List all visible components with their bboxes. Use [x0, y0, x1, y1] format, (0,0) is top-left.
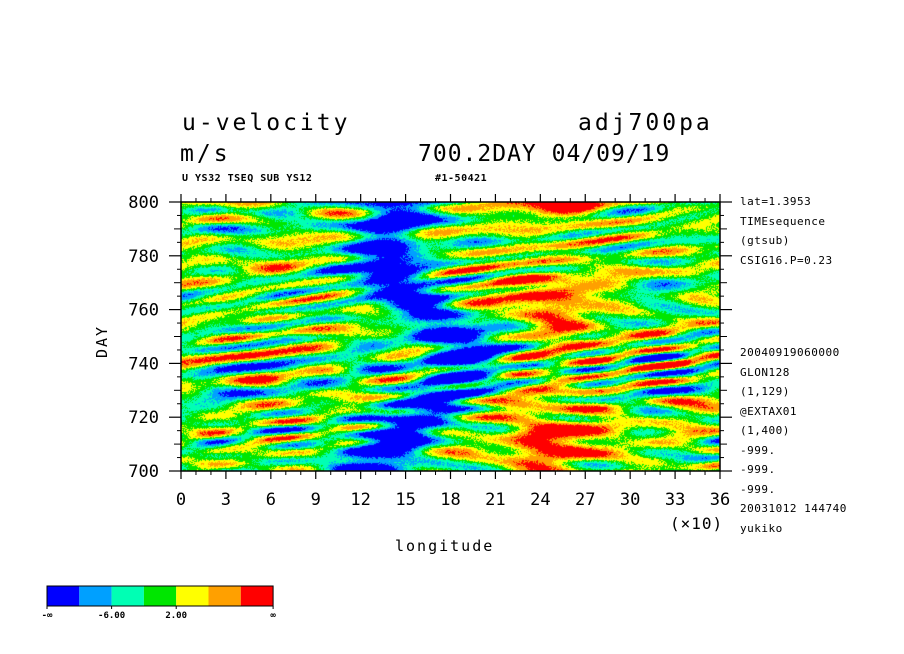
side-info-bottom: 20040919060000 GLON128 (1,129) @EXTAX01 …	[740, 343, 847, 538]
y-tick-label: 740	[128, 354, 159, 374]
chart-title: u-velocity	[182, 110, 351, 136]
x-tick-label: 18	[440, 490, 460, 510]
side-info-line: GLON128	[740, 365, 790, 379]
colorbar-swatch	[240, 586, 274, 606]
side-info-line: @EXTAX01	[740, 404, 797, 418]
x-tick-label: 15	[395, 490, 415, 510]
colorbar-label: ∞	[270, 611, 276, 621]
x-tick-label: 3	[221, 490, 231, 510]
colorbar-swatch	[176, 586, 209, 606]
x-tick-label: 27	[575, 490, 595, 510]
side-info-top: lat=1.3953 TIMEsequence (gtsub) CSIG16.P…	[740, 192, 833, 270]
side-info-line: -999.	[740, 482, 776, 496]
y-tick-label: 780	[128, 247, 159, 267]
x-multiplier-label: (×10)	[670, 514, 724, 533]
colorbar: -∞ -6.00 2.00 ∞	[42, 585, 276, 621]
colorbar-swatch	[143, 586, 177, 606]
x-axis-label: longitude	[395, 537, 495, 555]
time-info-label: 700.2DAY 04/09/19	[418, 141, 671, 167]
side-info-line: 20040919060000	[740, 346, 840, 359]
colorbar-frame	[46, 585, 274, 607]
side-info-line: CSIG16.P=0.23	[740, 253, 833, 267]
side-info-line: -999.	[740, 463, 776, 476]
colorbar-swatch	[47, 586, 80, 606]
chart-subtitle: U YS32 TSEQ SUB YS12	[182, 173, 313, 184]
side-info-line: (1,129)	[740, 385, 790, 398]
dataset-label: adj700pa	[578, 110, 713, 136]
colorbar-label: -6.00	[98, 611, 125, 621]
x-tick-label: 0	[176, 490, 186, 510]
x-tick-label: 9	[311, 490, 321, 510]
x-tick-label: 36	[710, 490, 730, 510]
side-info-line: TIMEsequence	[740, 214, 826, 228]
y-tick-label: 800	[128, 193, 159, 213]
heatmap-field	[181, 202, 720, 471]
x-tick-label: 12	[350, 490, 370, 510]
id-label: #1-50421	[435, 173, 488, 184]
colorbar-label: 2.00	[165, 611, 187, 621]
side-info-line: (gtsub)	[740, 234, 790, 247]
x-tick-label: 21	[485, 490, 505, 510]
colorbar-swatch	[79, 586, 112, 606]
colorbar-swatch	[208, 586, 241, 606]
y-tick-label: 700	[128, 462, 159, 482]
heatmap-image	[181, 202, 720, 471]
x-tick-label: 6	[266, 490, 276, 510]
x-tick-label: 30	[620, 490, 640, 510]
colorbar-swatch	[111, 586, 144, 606]
side-info-line: -999.	[740, 443, 776, 457]
y-tick-label: 720	[128, 408, 159, 428]
x-tick-label: 33	[665, 490, 685, 510]
side-info-line: 20031012 144740	[740, 502, 847, 515]
colorbar-label: -∞	[42, 611, 53, 621]
side-info-line: (1,400)	[740, 424, 790, 437]
y-tick-label: 760	[128, 301, 159, 321]
x-tick-label: 24	[530, 490, 550, 510]
units-label: m/s	[180, 141, 231, 167]
side-info-line: lat=1.3953	[740, 195, 812, 208]
side-info-line: yukiko	[740, 521, 783, 535]
